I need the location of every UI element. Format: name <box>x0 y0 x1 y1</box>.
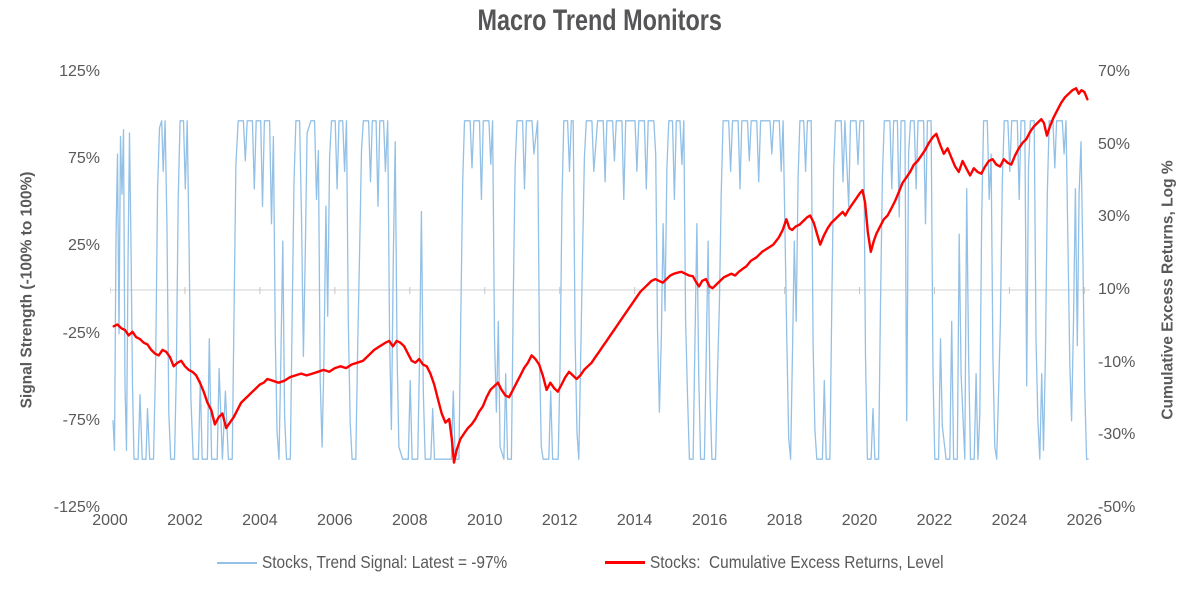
left-axis-tick-label: -25% <box>62 324 100 342</box>
chart-legend: Stocks, Trend Signal: Latest = -97% Stoc… <box>0 552 1200 573</box>
left-axis-tick-label: -125% <box>53 499 100 516</box>
right-axis-tick-label: -50% <box>1098 499 1136 516</box>
plot-area <box>110 87 1090 464</box>
left-axis-tick-label: 125% <box>59 63 100 80</box>
trend-signal-line-swatch <box>216 561 257 564</box>
x-axis-tick-label: 2002 <box>167 512 203 529</box>
left-axis-title: Signal Strength (-100% to 100%) <box>6 72 48 508</box>
x-axis-tick-label: 2012 <box>541 512 578 529</box>
right-axis-tick-label: 10% <box>1098 281 1131 298</box>
x-axis-tick-label: 2022 <box>916 512 953 529</box>
excess-returns-line <box>112 87 1089 464</box>
left-axis-title-text: Signal Strength (-100% to 100%) <box>18 171 36 409</box>
x-axis-tick-label: 2024 <box>991 512 1028 529</box>
right-axis-tick-label: 50% <box>1098 135 1131 153</box>
x-axis-tick-label: 2008 <box>392 512 428 529</box>
x-axis-tick-label: 2004 <box>242 512 278 529</box>
x-axis-tick-label: 2014 <box>616 512 653 529</box>
x-axis-tick-label: 2006 <box>317 512 353 529</box>
right-axis-tick-label: -30% <box>1098 426 1136 444</box>
excess-returns-line-swatch <box>604 561 645 564</box>
left-axis-tick-label: 25% <box>67 237 100 255</box>
excess-returns-legend-label: Stocks: Cumulative Excess Returns, Level <box>649 552 944 572</box>
chart-title: Macro Trend Monitors <box>0 4 1200 38</box>
left-axis-tick-label: -75% <box>62 411 100 429</box>
left-axis-tick-label: 75% <box>67 150 100 168</box>
trend-signal-line <box>112 120 1089 460</box>
x-axis-tick-label: 2020 <box>841 512 878 529</box>
x-axis-tick-label: 2018 <box>766 512 803 529</box>
legend-item-excess-returns: Stocks: Cumulative Excess Returns, Level <box>604 552 984 573</box>
chart-title-text: Macro Trend Monitors <box>477 4 723 37</box>
right-axis-tick-label: 30% <box>1098 208 1131 226</box>
right-axis-tick-label: 70% <box>1098 63 1131 80</box>
x-axis-tick-label: 2026 <box>1066 512 1103 529</box>
trend-signal-legend-label: Stocks, Trend Signal: Latest = -97% <box>261 552 508 572</box>
x-axis-tick-label: 2000 <box>92 512 128 529</box>
legend-item-trend-signal: Stocks, Trend Signal: Latest = -97% <box>216 552 541 573</box>
right-axis-tick-label: -10% <box>1098 353 1136 371</box>
x-axis-tick-label: 2010 <box>466 512 503 529</box>
x-axis-tick-label: 2016 <box>691 512 728 529</box>
